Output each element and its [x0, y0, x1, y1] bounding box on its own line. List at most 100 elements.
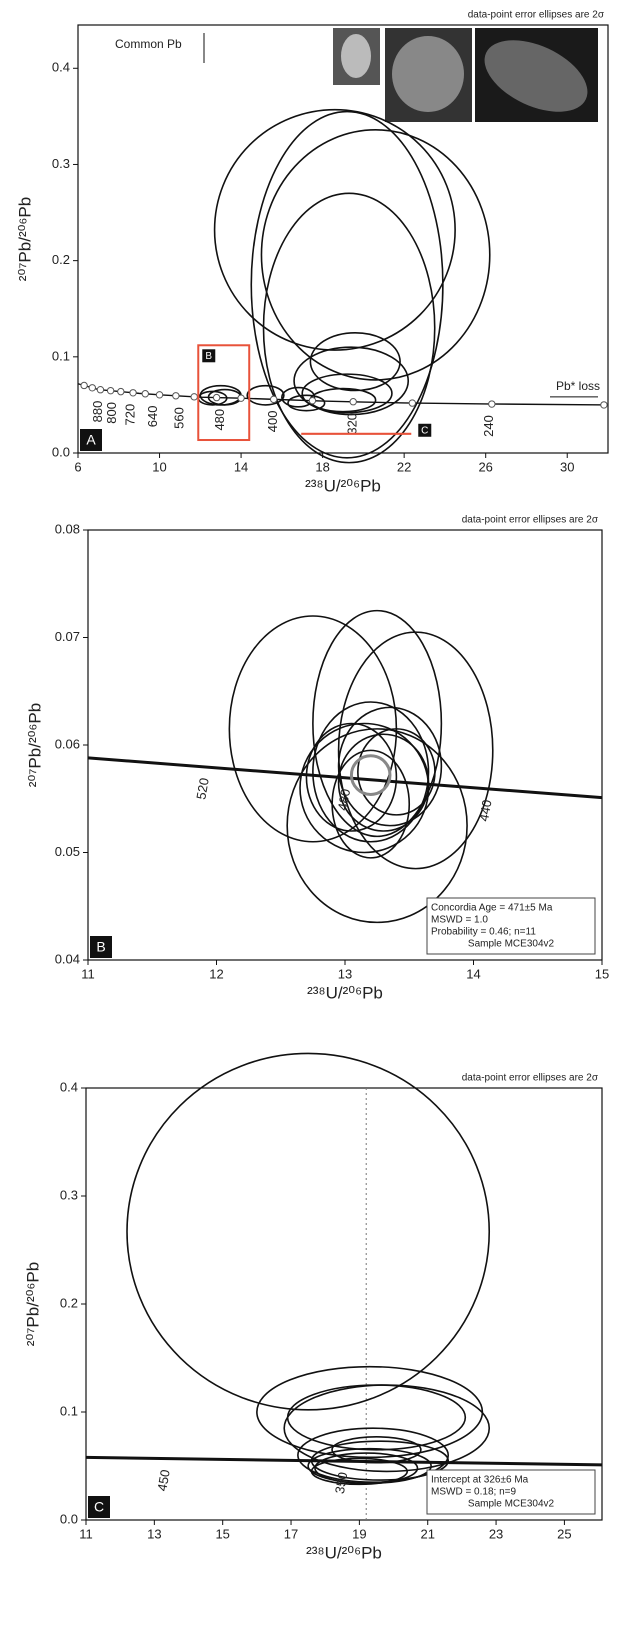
error-ellipse	[305, 722, 398, 832]
info-text: MSWD = 0.18; n=9	[431, 1487, 516, 1498]
x-tick-label: 11	[81, 966, 95, 981]
x-tick-label: 22	[397, 459, 411, 474]
y-tick-label: 0.08	[55, 521, 80, 536]
x-tick-label: 17	[284, 1526, 298, 1541]
info-text: Intercept at 326±6 Ma	[431, 1475, 529, 1486]
y-tick-label: 0.1	[52, 348, 70, 363]
x-tick-label: 14	[234, 459, 248, 474]
concordia-point	[600, 401, 608, 409]
x-tick-label: 10	[152, 459, 166, 474]
error-ellipse	[331, 1436, 422, 1464]
concordia-point	[237, 394, 245, 402]
error-ellipse	[312, 609, 443, 838]
concordia-point	[88, 384, 96, 392]
x-tick-label: 18	[315, 459, 329, 474]
concordia-point	[212, 393, 221, 402]
info-text: Sample MCE304v2	[468, 1499, 555, 1510]
y-tick-label: 0.4	[60, 1079, 78, 1094]
error-ellipse	[337, 733, 430, 832]
y-tick-label: 0.3	[60, 1187, 78, 1202]
y-tick-label: 0.2	[52, 252, 70, 267]
y-tick-label: 0.0	[52, 444, 70, 459]
annotation: Common Pb	[115, 37, 182, 51]
error-ellipse	[337, 706, 443, 827]
info-box	[426, 897, 596, 955]
panel-label: C	[94, 1499, 104, 1515]
x-tick-label: 14	[466, 966, 480, 981]
zircon-grain	[341, 34, 371, 78]
error-ellipse	[260, 129, 491, 381]
info-text: Sample MCE304v2	[468, 939, 555, 950]
zircon-images	[333, 28, 598, 122]
note: data-point error ellipses are 2σ	[468, 10, 605, 21]
x-tick-label: 13	[338, 966, 352, 981]
info-box	[426, 1469, 596, 1515]
age-label: 350	[332, 1471, 351, 1495]
concordia-point	[141, 390, 149, 398]
error-ellipse	[309, 331, 401, 392]
error-ellipse	[246, 384, 285, 406]
x-tick-label: 13	[147, 1526, 161, 1541]
panel-label: B	[96, 939, 105, 955]
x-axis-label: ²³⁸U/²⁰⁶Pb	[307, 983, 383, 1002]
age-label: 560	[171, 407, 186, 429]
concordia-line	[87, 756, 603, 800]
concordia-point	[349, 398, 357, 406]
x-tick-label: 12	[209, 966, 223, 981]
error-ellipse	[287, 394, 326, 412]
y-tick-label: 0.06	[55, 736, 80, 751]
y-axis-label: ²⁰⁷Pb/²⁰⁶Pb	[23, 1262, 42, 1346]
zircon-grain	[484, 40, 588, 112]
concordia-line	[85, 1455, 603, 1467]
y-axis-label: ²⁰⁷Pb/²⁰⁶Pb	[25, 703, 44, 787]
info-text: MSWD = 1.0	[431, 915, 488, 926]
inset-box	[197, 344, 251, 442]
concordia-point	[172, 392, 180, 400]
concordia-point	[117, 387, 125, 396]
inset-label-box	[418, 423, 432, 437]
panel-label-box	[90, 936, 112, 958]
concordia-point	[269, 395, 278, 404]
age-label: 240	[481, 415, 496, 437]
concordia-point	[408, 399, 417, 407]
info-text: Concordia Age = 471±5 Ma	[431, 903, 553, 914]
error-ellipse	[312, 701, 430, 843]
x-tick-label: 23	[489, 1526, 503, 1541]
concordia-point	[190, 393, 198, 401]
age-label: 440	[476, 799, 495, 823]
x-tick-label: 15	[595, 966, 609, 981]
error-ellipse	[337, 631, 494, 870]
x-tick-label: 11	[79, 1526, 93, 1541]
x-tick-label: 6	[74, 459, 81, 474]
error-ellipse	[314, 1452, 419, 1485]
inset-label-box	[202, 349, 216, 363]
y-tick-label: 0.04	[55, 951, 80, 966]
y-axis-label: ²⁰⁷Pb/²⁰⁶Pb	[15, 197, 34, 281]
error-ellipse	[297, 1427, 450, 1483]
x-axis-label: ²³⁸U/²⁰⁶Pb	[306, 1543, 382, 1562]
y-tick-label: 0.3	[52, 156, 70, 171]
error-ellipse	[357, 728, 436, 816]
x-tick-label: 15	[215, 1526, 229, 1541]
panel-label: A	[86, 432, 96, 448]
zircon-grain	[392, 36, 464, 112]
age-label: 480	[212, 409, 227, 431]
error-ellipse	[293, 346, 410, 416]
age-label: 450	[154, 1468, 173, 1492]
concordia-point	[308, 396, 317, 405]
age-label: 720	[122, 404, 137, 426]
note: data-point error ellipses are 2σ	[462, 515, 599, 526]
panel-label-box	[88, 1496, 110, 1518]
plot-frame	[77, 24, 609, 454]
y-tick-label: 0.2	[60, 1295, 78, 1310]
age-label: 400	[265, 410, 280, 432]
plot-frame	[87, 529, 603, 961]
inset-label: C	[421, 425, 428, 436]
error-ellipse	[301, 373, 393, 414]
error-ellipse	[331, 749, 411, 859]
age-label: 320	[345, 413, 360, 435]
concordia-point	[96, 386, 105, 394]
annotation: Pb* loss	[556, 379, 600, 393]
y-tick-label: 0.0	[60, 1511, 78, 1526]
y-tick-label: 0.05	[55, 844, 80, 859]
